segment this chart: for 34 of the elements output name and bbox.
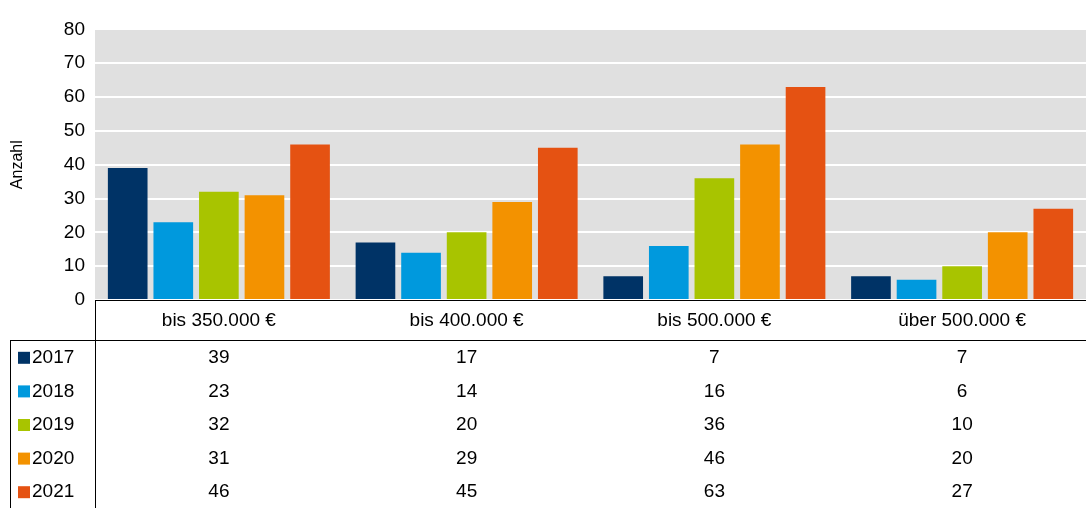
x-tick-label: bis 400.000 € — [409, 309, 525, 331]
bar — [244, 195, 285, 299]
bar — [987, 232, 1028, 299]
y-tick-label: 50 — [63, 119, 85, 141]
bar — [942, 266, 982, 299]
bar — [446, 232, 487, 299]
bar — [896, 279, 937, 299]
bar — [851, 276, 891, 299]
y-tick-label: 0 — [74, 288, 85, 310]
bar — [107, 168, 148, 299]
y-tick-label: 40 — [63, 152, 85, 174]
y-tick-label: 20 — [63, 220, 85, 242]
bar — [648, 245, 689, 299]
x-tick-label: bis 350.000 € — [161, 309, 277, 331]
bar — [401, 252, 441, 299]
y-tick-label: 60 — [63, 85, 85, 107]
y-axis-title: Anzahl — [8, 140, 26, 190]
bar — [1033, 208, 1074, 299]
x-tick-label: über 500.000 € — [898, 309, 1027, 331]
bar — [492, 201, 533, 299]
y-tick-label: 80 — [63, 17, 85, 39]
y-tick-label: 10 — [63, 254, 85, 276]
bar — [199, 191, 239, 299]
y-tick-label: 70 — [63, 51, 85, 73]
bar — [740, 144, 780, 299]
bar — [355, 242, 396, 299]
bar — [537, 147, 578, 299]
x-tick-label: bis 500.000 € — [657, 309, 772, 331]
y-tick-label: 30 — [63, 186, 85, 208]
bar — [785, 86, 826, 299]
bar — [290, 144, 330, 299]
bar — [153, 222, 194, 299]
bar — [694, 178, 735, 299]
bar — [603, 276, 644, 299]
